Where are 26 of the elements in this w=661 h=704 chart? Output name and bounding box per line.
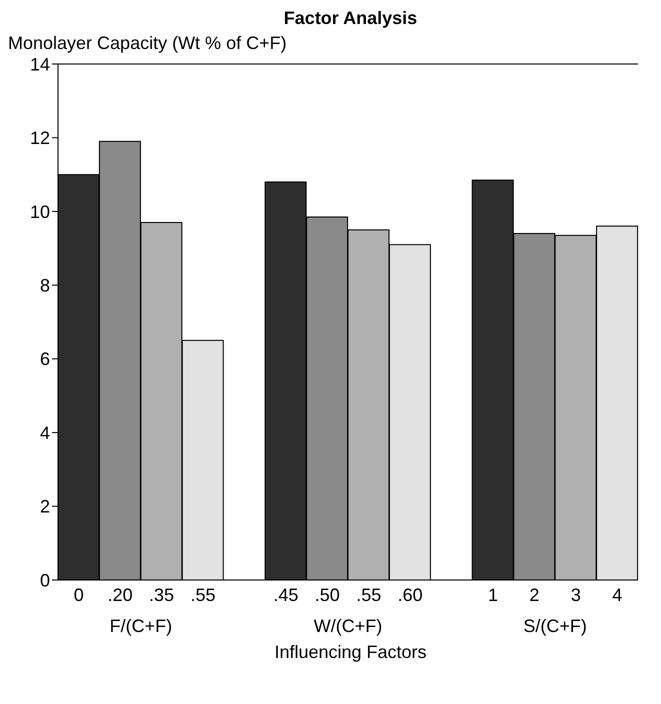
text: F/(C+F) (108, 616, 174, 637)
x-tick-label: 0 (74, 584, 84, 605)
x-axis-title: Influencing Factors (273, 642, 428, 663)
y-tick-label: 14 (30, 54, 50, 74)
chart-title: Factor Analysis (282, 8, 418, 29)
y-tick-label: 2 (40, 496, 50, 517)
x-tick-label: 3 (570, 584, 581, 605)
x-tick-label: .60 (398, 584, 423, 605)
x-tick-label: .50 (314, 584, 340, 605)
x-tick-label: 2 (529, 584, 540, 605)
text: W/(C+F) (312, 616, 384, 637)
y-tick-label: 4 (40, 422, 50, 443)
x-tick-label: .20 (108, 584, 133, 605)
y-axis-title: Monolayer Capacity (Wt % of C+F) (8, 33, 288, 54)
y-tick-label: 10 (30, 202, 50, 222)
x-tick-label: .45 (273, 584, 298, 605)
y-tick-label: 0 (40, 570, 50, 590)
y-tick-label: 8 (40, 276, 50, 296)
x-tick-label: .55 (190, 584, 216, 605)
y-tick-label: 6 (40, 349, 50, 370)
x-tick-label: .35 (149, 584, 174, 605)
x-tick-label: .55 (356, 584, 382, 605)
x-tick-label: 1 (488, 584, 498, 605)
x-tick-label: 4 (612, 584, 622, 605)
y-tick-label: 12 (30, 128, 50, 148)
text: S/(C+F) (522, 616, 588, 637)
